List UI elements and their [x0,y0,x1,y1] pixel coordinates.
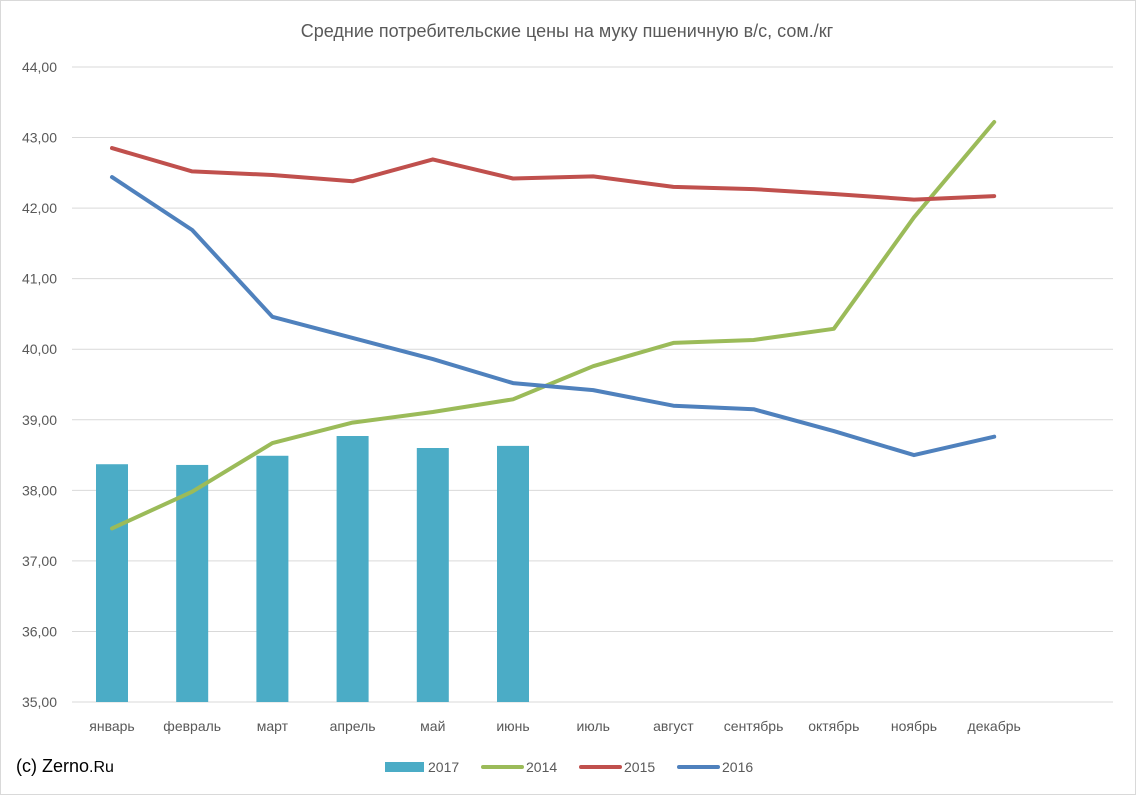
y-tick-label: 39,00 [22,412,57,428]
line-2015 [110,146,997,202]
legend-label-2014: 2014 [526,759,557,775]
legend-label-2017: 2017 [428,759,459,775]
x-tick-label: октябрь [808,718,859,734]
x-tick-label: сентябрь [724,718,784,734]
legend-swatch-2017 [385,762,424,772]
y-tick-label: 43,00 [22,130,57,146]
bar-2017 [336,436,369,702]
x-tick-label: май [420,718,445,734]
x-tick-label: декабрь [968,718,1021,734]
y-axis-ticks: 35,00 36,00 37,00 38,00 39,00 40,00 41,00 42,00… [22,59,57,710]
credit-suffix: .Ru [89,759,114,776]
y-tick-label: 37,00 [22,553,57,569]
y-tick-label: 41,00 [22,271,57,287]
line-2016 [110,175,997,458]
x-tick-label: август [653,718,694,734]
y-tick-label: 40,00 [22,341,57,357]
x-tick-label: апрель [330,718,376,734]
line-2014 [110,120,997,531]
x-tick-label: июль [576,718,609,734]
bar-2017 [176,464,209,702]
bar-2017 [497,445,529,702]
legend-label-2015: 2015 [624,759,655,775]
bar-2017 [256,455,289,702]
y-tick-label: 44,00 [22,59,57,75]
legend-label-2016: 2016 [722,759,753,775]
y-tick-label: 38,00 [22,482,57,498]
x-tick-label: февраль [163,718,221,734]
legend: 2017 2014 2015 2016 [385,759,753,775]
chart-title: Средние потребительские цены на муку пше… [301,21,834,41]
y-tick-label: 42,00 [22,200,57,216]
bar-2017 [96,464,128,702]
x-tick-label: июнь [496,718,529,734]
grid [72,66,1113,703]
x-tick-label: январь [89,718,134,734]
bar-series [96,436,529,702]
credit-prefix: (c) Zerno [16,756,89,776]
y-tick-label: 35,00 [22,694,57,710]
credit-text: (c) Zerno.Ru [16,756,114,776]
x-axis-ticks: январь февраль март апрель май июнь июль август… [89,718,1021,734]
x-tick-label: март [257,718,289,734]
x-tick-label: ноябрь [891,718,937,734]
bar-2017 [416,448,449,702]
line-series [110,120,997,531]
y-tick-label: 36,00 [22,623,57,639]
